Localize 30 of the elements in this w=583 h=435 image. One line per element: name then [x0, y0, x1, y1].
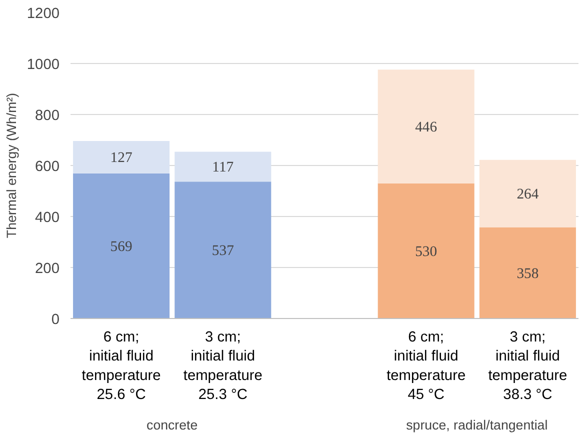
bar: [174, 182, 272, 318]
y-tick-label: 600: [35, 159, 60, 175]
y-tick-label: 400: [35, 210, 60, 226]
text: spruce, radial/tangential: [406, 418, 548, 432]
x-tick-label: 3 cm; initial fluid temperature 25.3 °C: [183, 330, 262, 404]
x-tick-label: 6 cm; initial fluid temperature 45 °C: [386, 330, 466, 404]
bar: [174, 152, 272, 182]
bar: [73, 173, 170, 318]
x-tick-label: 6 cm; initial fluid temperature 25.6 °C: [82, 330, 161, 404]
bar: [479, 160, 576, 228]
y-axis-title: Thermal energy (Wh/m²): [4, 92, 19, 238]
data-label: 264: [516, 186, 540, 203]
bar: [73, 141, 170, 174]
y-tick-label: 200: [35, 261, 60, 277]
data-label: 537: [212, 243, 234, 260]
data-label: 358: [516, 266, 539, 282]
bar: [378, 70, 474, 184]
bar: [378, 183, 474, 318]
data-label: 127: [110, 150, 132, 166]
text: concrete: [146, 418, 198, 432]
data-label: 569: [110, 238, 132, 255]
data-label: 530: [415, 244, 438, 260]
y-tick-label: 1000: [26, 57, 60, 73]
y-tick-label: 800: [35, 108, 60, 124]
data-label: 446: [415, 119, 438, 136]
y-tick-label: 0: [51, 312, 60, 328]
x-tick-label: 3 cm; initial fluid temperature 38.3 °C: [488, 330, 568, 404]
bar: [479, 227, 576, 318]
data-label: 117: [212, 160, 234, 176]
y-tick-label: 1200: [26, 6, 60, 22]
